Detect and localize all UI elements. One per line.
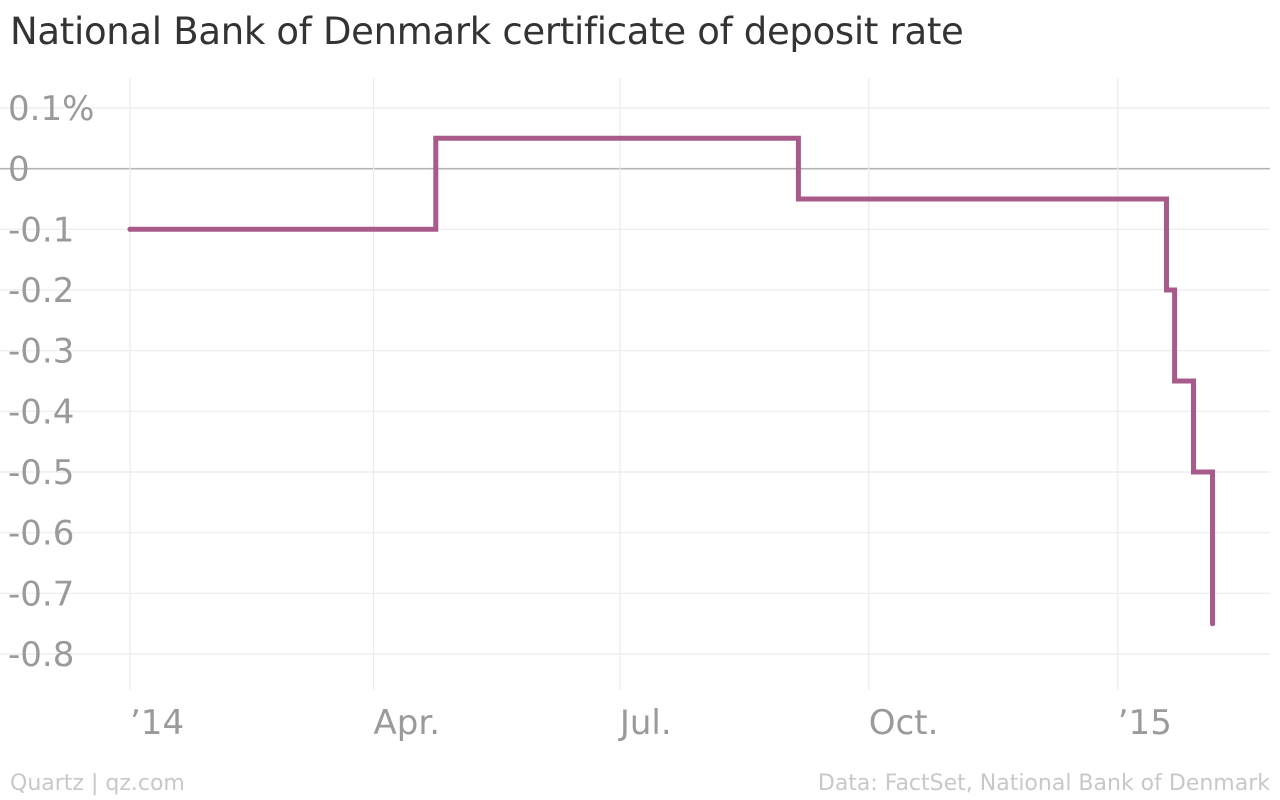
x-tick-label: Oct. [869,703,939,743]
data-point [127,226,133,232]
y-tick-label: 0 [8,150,30,190]
data-point [795,196,801,202]
credit-label: Quartz | qz.com [10,771,185,796]
x-tick-label: Jul. [618,703,672,743]
data-point [1209,621,1215,627]
data-point [1163,287,1169,293]
x-tick-label: Apr. [374,703,441,743]
series-line [127,135,1215,627]
data-point [433,135,439,141]
y-tick-label: -0.3 [8,332,74,372]
y-tick-label: 0.1% [8,89,94,129]
series-layer [127,135,1215,627]
y-tick-label: -0.1 [8,210,74,250]
y-tick-label: -0.8 [8,635,74,675]
y-tick-label: -0.7 [8,574,74,614]
x-tick-label: ’14 [130,703,184,743]
y-tick-label: -0.4 [8,392,74,432]
y-tick-label: -0.6 [8,514,74,554]
data-point [1172,378,1178,384]
grid-layer [0,78,1270,690]
y-tick-label: -0.2 [8,271,74,311]
source-label: Data: FactSet, National Bank of Denmark [817,771,1270,796]
chart-title: National Bank of Denmark certificate of … [10,10,964,53]
data-point [1191,469,1197,475]
x-tick-label: ’15 [1118,703,1172,743]
y-tick-label: -0.5 [8,453,74,493]
axis-labels: 0.1% 0 -0.1 -0.2 -0.3 -0.4 -0.5 -0.6 -0.7 -0.8 ’14… [8,89,1172,743]
